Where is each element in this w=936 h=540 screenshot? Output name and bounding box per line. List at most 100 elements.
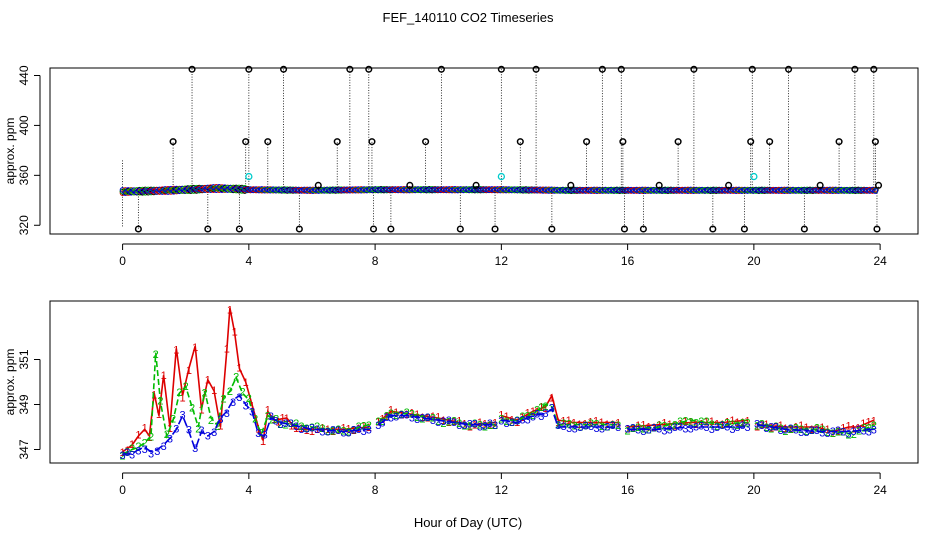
series-2-marker: 2 xyxy=(698,416,704,428)
top-baseline-point xyxy=(466,187,473,193)
series-1-marker: 1 xyxy=(435,412,441,424)
bottom-y-tick-label: 349 xyxy=(17,394,31,414)
top-baseline-point xyxy=(531,186,538,193)
bottom-x-tick-label: 24 xyxy=(873,483,887,497)
top-baseline-point xyxy=(494,186,501,192)
top-baseline-points xyxy=(119,184,879,197)
top-baseline-point xyxy=(523,187,529,193)
top-baseline-point xyxy=(824,188,830,194)
series-2-marker: 2 xyxy=(246,393,252,405)
series-1-marker: 1 xyxy=(744,415,750,427)
series-1-marker: 1 xyxy=(217,420,223,432)
top-baseline-point xyxy=(781,188,788,194)
top-baseline-point xyxy=(139,186,146,193)
top-baseline-point xyxy=(560,186,566,193)
top-baseline-point xyxy=(375,187,382,193)
series-2-marker: 2 xyxy=(273,413,279,425)
top-baseline-point xyxy=(756,187,762,194)
series-3-marker: 3 xyxy=(451,417,457,429)
top-spike-point xyxy=(346,65,354,73)
series-1-marker: 1 xyxy=(693,419,699,431)
series-3-marker: 3 xyxy=(192,443,198,455)
series-3-marker: 3 xyxy=(840,427,846,439)
top-baseline-point xyxy=(363,187,370,194)
series-2-marker: 2 xyxy=(519,411,525,423)
series-3-marker: 3 xyxy=(672,422,678,434)
top-baseline-point xyxy=(761,187,768,194)
top-baseline-point xyxy=(588,188,595,194)
series-1-marker: 1 xyxy=(192,342,198,354)
series-2-marker: 2 xyxy=(693,417,699,429)
series-1-marker: 1 xyxy=(366,422,372,434)
top-baseline-point xyxy=(278,187,285,194)
top-baseline-point xyxy=(662,187,669,194)
top-baseline-point xyxy=(866,187,873,194)
top-baseline-point xyxy=(290,186,296,193)
top-baseline-point xyxy=(395,187,402,194)
series-1-marker: 1 xyxy=(161,370,167,382)
series-2-marker: 2 xyxy=(330,426,336,438)
top-baseline-point xyxy=(400,187,407,194)
top-baseline-point xyxy=(284,187,291,194)
top-baseline-point xyxy=(241,186,248,192)
series-3-marker: 3 xyxy=(180,409,186,421)
top-baseline-point xyxy=(457,186,464,192)
series-3-marker: 3 xyxy=(440,416,446,428)
series-1-marker: 1 xyxy=(346,423,352,435)
series-3-marker: 3 xyxy=(530,412,536,424)
top-baseline-point xyxy=(534,187,541,194)
top-baseline-point xyxy=(727,188,734,194)
series-3-marker: 3 xyxy=(599,424,605,436)
top-spike-point xyxy=(422,138,430,146)
top-baseline-point xyxy=(827,186,833,193)
top-highlight-point xyxy=(497,172,506,181)
series-2-marker: 2 xyxy=(435,416,441,428)
top-baseline-point xyxy=(452,186,458,192)
top-baseline-point xyxy=(469,186,475,193)
series-3-marker: 3 xyxy=(593,423,599,435)
series-3-marker: 3 xyxy=(744,422,750,434)
top-baseline-point xyxy=(486,187,492,194)
series-2-marker: 2 xyxy=(467,420,473,432)
top-baseline-point xyxy=(636,188,643,194)
top-baseline-point xyxy=(648,188,654,194)
series-1-marker: 1 xyxy=(739,417,745,429)
top-baseline-point xyxy=(741,186,748,193)
series-2-marker: 2 xyxy=(677,416,683,428)
series-1-marker: 1 xyxy=(198,404,204,416)
top-baseline-point xyxy=(733,188,740,194)
top-spike-point xyxy=(188,65,196,73)
top-baseline-point xyxy=(344,186,350,193)
bottom-x-tick-label: 8 xyxy=(372,483,379,497)
top-baseline-point xyxy=(602,186,609,193)
series-3-marker: 3 xyxy=(398,409,404,421)
series-1-marker: 1 xyxy=(180,392,186,404)
top-spike-point xyxy=(655,181,663,189)
top-baseline-point xyxy=(273,187,279,194)
top-baseline-point xyxy=(673,187,680,194)
series-3-marker: 3 xyxy=(319,427,325,439)
top-x-tick-label: 12 xyxy=(495,254,509,268)
series-2-marker: 2 xyxy=(814,423,820,435)
series-3-marker: 3 xyxy=(288,418,294,430)
series-3-marker: 3 xyxy=(798,427,804,439)
top-baseline-point xyxy=(378,186,385,193)
top-baseline-point xyxy=(753,187,759,193)
series-3-marker: 3 xyxy=(268,411,274,423)
series-1-marker: 1 xyxy=(635,420,641,432)
series-1-marker: 1 xyxy=(260,436,266,448)
series-1-marker: 1 xyxy=(275,416,281,428)
series-2-marker: 2 xyxy=(170,414,176,426)
top-baseline-point xyxy=(548,186,555,193)
top-spike-point xyxy=(333,138,341,146)
top-baseline-point xyxy=(165,185,171,192)
top-baseline-point xyxy=(764,187,771,194)
series-1-marker: 1 xyxy=(587,417,593,429)
series-3-marker: 3 xyxy=(866,426,872,438)
series-2-marker: 2 xyxy=(233,372,239,384)
top-baseline-point xyxy=(429,186,436,193)
top-x-tick-label: 20 xyxy=(747,254,761,268)
series-1-marker: 1 xyxy=(330,426,336,438)
series-3-marker: 3 xyxy=(351,424,357,436)
top-baseline-point xyxy=(488,186,495,192)
